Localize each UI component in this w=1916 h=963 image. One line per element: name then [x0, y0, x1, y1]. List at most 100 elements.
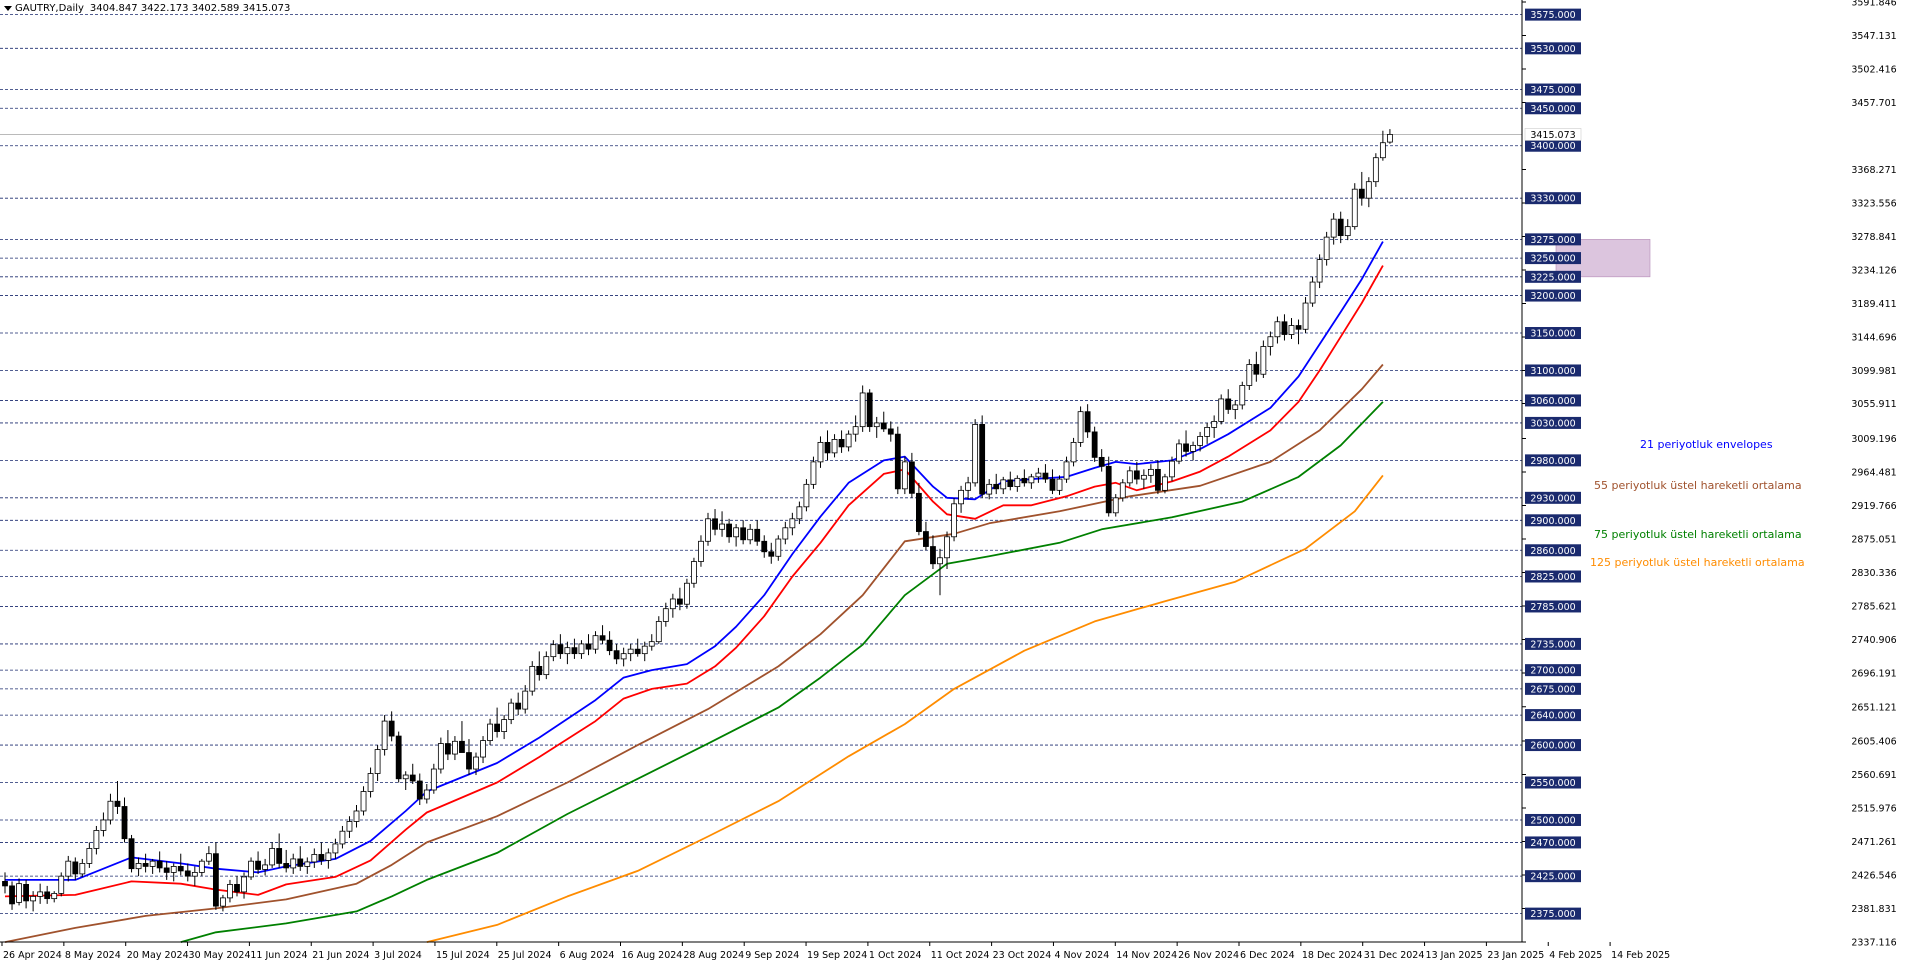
candle-body	[128, 838, 135, 870]
candle-body	[557, 644, 564, 655]
candle-body	[9, 885, 15, 905]
price-scale[interactable]: 3591.846 3547.131 3502.416 3457.701 3368.271…	[1522, 0, 1897, 949]
x-tick-label: 15 Jul 2024	[436, 950, 490, 961]
level-price-label: 2470.000	[1530, 838, 1575, 849]
candle-body	[873, 422, 880, 428]
level-price-tag	[1525, 491, 1581, 504]
candle-body	[1021, 477, 1028, 484]
time-scale[interactable]: 26 Apr 2024 8 May 2024 20 May 2024 30 May 2…	[1, 942, 1670, 961]
level-price-label: 2700.000	[1530, 666, 1575, 677]
candle-body	[459, 740, 465, 753]
candle-body	[72, 861, 79, 875]
candle-body	[1112, 497, 1119, 514]
candle-body	[107, 800, 114, 821]
candle-body	[1344, 226, 1351, 237]
candle-body	[887, 428, 894, 435]
candle-body	[831, 438, 838, 454]
candle-body	[747, 528, 754, 541]
level-price-tag	[1525, 192, 1581, 205]
candle-body	[1358, 188, 1365, 199]
level-price-tag	[1525, 83, 1581, 96]
candle-body	[803, 483, 810, 508]
y-tick-label: 2471.261	[1851, 837, 1896, 848]
candle-body	[606, 639, 613, 652]
level-price-tag	[1525, 139, 1581, 152]
x-tick-label: 11 Oct 2024	[931, 950, 990, 961]
candle-body	[1309, 281, 1316, 304]
legend-label: 55 periyotluk üstel hareketli ortalama	[1594, 479, 1802, 492]
series-line	[4, 265, 1384, 898]
candle-body	[1056, 478, 1063, 491]
level-price-tag	[1525, 102, 1581, 115]
moving-average-lines	[4, 241, 1384, 943]
y-tick-label: 2381.831	[1851, 904, 1896, 915]
candle-body	[114, 800, 121, 807]
level-price-tag	[1525, 907, 1581, 920]
candle-body	[416, 780, 423, 800]
level-price-tag	[1525, 42, 1581, 55]
candle-body	[262, 864, 269, 870]
x-tick-label: 23 Oct 2024	[993, 950, 1052, 961]
x-tick-label: 4 Feb 2025	[1549, 950, 1602, 961]
y-tick-label: 3144.696	[1851, 332, 1896, 343]
level-price-tag	[1525, 416, 1581, 429]
candle-body	[937, 557, 943, 565]
level-price-tag	[1525, 570, 1581, 583]
y-tick-label: 2740.906	[1851, 635, 1896, 646]
candle-body	[283, 863, 290, 869]
candle-body	[290, 858, 297, 869]
candle-body	[220, 897, 226, 907]
candle-body	[93, 830, 100, 849]
candle-body	[571, 647, 578, 655]
candle-body	[669, 598, 676, 610]
candle-body	[761, 540, 768, 553]
y-tick-label: 3055.911	[1851, 399, 1896, 410]
candle-body	[1035, 472, 1042, 478]
candle-body	[1162, 476, 1168, 491]
y-tick-label: 3323.556	[1851, 198, 1896, 209]
candle-body	[402, 774, 409, 780]
level-price-label: 3530.000	[1530, 44, 1575, 55]
candle-body	[958, 489, 964, 505]
candle-body	[473, 756, 479, 770]
candle-body	[1119, 482, 1126, 499]
x-tick-label: 14 Feb 2025	[1611, 950, 1670, 961]
candle-body	[1105, 465, 1112, 514]
level-price-tag	[1525, 544, 1581, 557]
level-price-label: 3200.000	[1530, 291, 1575, 302]
level-price-label: 3400.000	[1530, 141, 1575, 152]
y-tick-label: 2560.691	[1851, 770, 1896, 781]
candle-body	[297, 858, 304, 867]
level-price-label: 2675.000	[1530, 684, 1575, 695]
candle-body	[648, 641, 655, 647]
candle-body	[1316, 259, 1323, 283]
candle-body	[100, 819, 107, 831]
candle-body	[740, 527, 747, 541]
candle-body	[599, 635, 606, 641]
candle-body	[1337, 218, 1344, 237]
candle-body	[1372, 157, 1379, 183]
level-lines	[0, 14, 1522, 915]
candle-body	[1176, 443, 1182, 462]
x-tick-label: 6 Aug 2024	[560, 950, 615, 961]
series-line	[4, 363, 1384, 943]
candle-body	[1281, 321, 1288, 335]
y-tick-label: 2515.976	[1851, 804, 1896, 815]
candle-body	[627, 648, 634, 655]
level-price-tag	[1525, 364, 1581, 377]
candle-body	[979, 424, 986, 495]
candle-body	[227, 884, 233, 899]
level-price-tag	[1525, 233, 1581, 246]
level-price-label: 3575.000	[1530, 10, 1575, 21]
candle-body	[1007, 479, 1014, 487]
candle-body	[620, 653, 627, 660]
x-tick-label: 3 Jul 2024	[374, 950, 422, 961]
candle-body	[184, 870, 191, 877]
candle-body	[1295, 325, 1302, 330]
candle-body	[508, 702, 515, 720]
candle-body	[1155, 468, 1161, 491]
dropdown-triangle-icon[interactable]	[4, 5, 12, 11]
candle-body	[543, 656, 550, 676]
